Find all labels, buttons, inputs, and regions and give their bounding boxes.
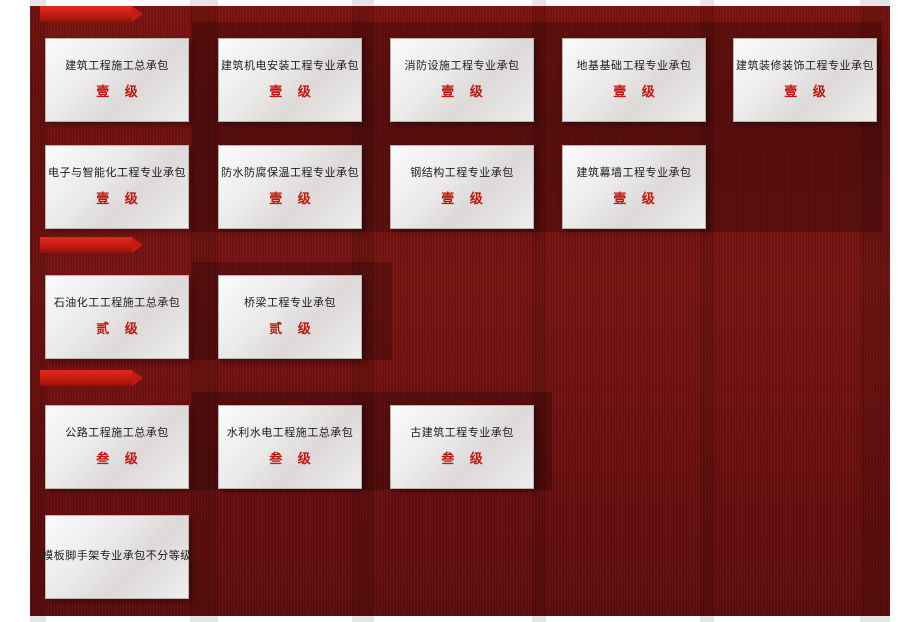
certificate-name: 防水防腐保温工程专业承包 xyxy=(221,167,359,180)
certificate-name: 地基基础工程专业承包 xyxy=(576,60,692,73)
certificate-card[interactable]: 石油化工工程施工总承包贰 级 xyxy=(45,275,189,359)
certificate-level: 壹 级 xyxy=(96,190,144,206)
certificate-card[interactable]: 建筑机电安装工程专业承包壹 级 xyxy=(218,38,362,122)
certificate-level: 壹 级 xyxy=(441,83,489,99)
certificate-name: 消防设施工程专业承包 xyxy=(404,60,520,73)
certificate-card[interactable]: 水利水电工程施工总承包叁 级 xyxy=(218,405,362,489)
certificate-card[interactable]: 模板脚手架专业承包不分等级 xyxy=(42,515,192,599)
certificate-card[interactable]: 电子与智能化工程专业承包壹 级 xyxy=(45,145,189,229)
ribbon-accent xyxy=(40,237,143,253)
certificate-card[interactable]: 桥梁工程专业承包贰 级 xyxy=(218,275,362,359)
certificate-level: 壹 级 xyxy=(96,83,144,99)
ribbon-accent xyxy=(40,370,143,386)
certificate-name: 建筑机电安装工程专业承包 xyxy=(221,60,359,73)
background-band xyxy=(532,0,546,622)
certificate-card[interactable]: 建筑工程施工总承包壹 级 xyxy=(45,38,189,122)
certificate-name: 建筑工程施工总承包 xyxy=(65,60,169,73)
certificate-level: 叁 级 xyxy=(96,450,144,466)
certificate-card[interactable]: 防水防腐保温工程专业承包壹 级 xyxy=(218,145,362,229)
certificate-level: 贰 级 xyxy=(269,320,317,336)
certificate-level: 壹 级 xyxy=(613,83,661,99)
certificate-name: 公路工程施工总承包 xyxy=(65,427,169,440)
certificate-level: 贰 级 xyxy=(96,320,144,336)
certificate-level: 叁 级 xyxy=(441,450,489,466)
certificate-name: 石油化工工程施工总承包 xyxy=(53,297,181,310)
certificate-card[interactable]: 古建筑工程专业承包叁 级 xyxy=(390,405,534,489)
certificate-level: 壹 级 xyxy=(784,83,832,99)
certificate-level: 壹 级 xyxy=(269,190,317,206)
certificate-name: 水利水电工程施工总承包 xyxy=(226,427,354,440)
certificate-name: 钢结构工程专业承包 xyxy=(410,167,514,180)
background-band xyxy=(190,0,218,622)
certificate-level: 壹 级 xyxy=(613,190,661,206)
certificate-level: 叁 级 xyxy=(269,450,317,466)
certificate-card[interactable]: 建筑装修装饰工程专业承包壹 级 xyxy=(733,38,877,122)
certificate-level: 壹 级 xyxy=(441,190,489,206)
certificate-card[interactable]: 公路工程施工总承包叁 级 xyxy=(45,405,189,489)
certificate-name: 建筑装修装饰工程专业承包 xyxy=(736,60,874,73)
certificate-card[interactable]: 钢结构工程专业承包壹 级 xyxy=(390,145,534,229)
certificate-name: 古建筑工程专业承包 xyxy=(410,427,514,440)
certificate-name: 建筑幕墙工程专业承包 xyxy=(576,167,692,180)
certificate-card[interactable]: 地基基础工程专业承包壹 级 xyxy=(562,38,706,122)
certificate-name: 模板脚手架专业承包不分等级 xyxy=(42,550,192,563)
certificate-card[interactable]: 建筑幕墙工程专业承包壹 级 xyxy=(562,145,706,229)
certificate-level: 壹 级 xyxy=(269,83,317,99)
ribbon-accent xyxy=(40,6,143,22)
certificate-name: 电子与智能化工程专业承包 xyxy=(48,167,186,180)
certificate-name: 桥梁工程专业承包 xyxy=(244,297,336,310)
background-band xyxy=(30,0,46,622)
certificate-card[interactable]: 消防设施工程专业承包壹 级 xyxy=(390,38,534,122)
